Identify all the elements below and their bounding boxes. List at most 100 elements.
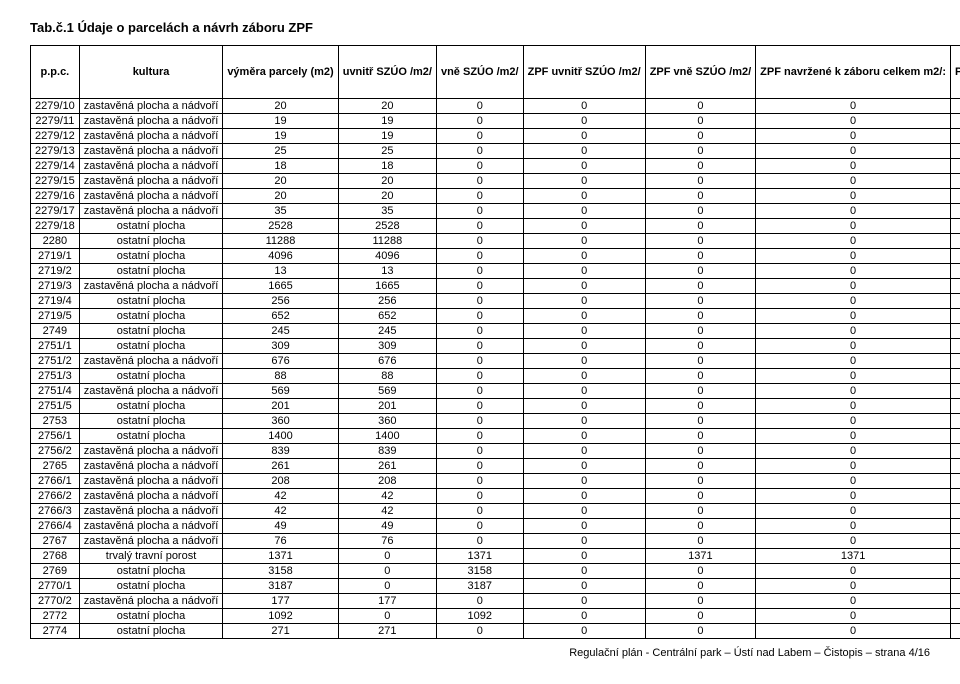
table-cell: 839 xyxy=(338,444,436,459)
table-cell: 0 xyxy=(645,99,755,114)
table-row: 2279/17zastavěná plocha a nádvoří3535000… xyxy=(31,204,960,219)
table-cell: 11288 xyxy=(338,234,436,249)
table-cell: 0 xyxy=(756,474,951,489)
table-cell: 0 xyxy=(523,564,645,579)
table-cell: 0 xyxy=(645,609,755,624)
table-cell: 0 xyxy=(951,279,960,294)
table-cell: 0 xyxy=(645,369,755,384)
table-cell: 0 xyxy=(523,459,645,474)
table-cell: 19 xyxy=(223,129,338,144)
table-cell: 0 xyxy=(436,519,523,534)
table-cell: zastavěná plocha a nádvoří xyxy=(79,114,223,129)
table-cell: zastavěná plocha a nádvoří xyxy=(79,159,223,174)
table-cell: 0 xyxy=(756,594,951,609)
table-cell: 42 xyxy=(223,489,338,504)
table-cell: 2751/2 xyxy=(31,354,80,369)
table-cell: 0 xyxy=(645,234,755,249)
table-cell: 2772 xyxy=(31,609,80,624)
table-row: 2766/3zastavěná plocha a nádvoří42420000… xyxy=(31,504,960,519)
table-cell: 0 xyxy=(436,114,523,129)
table-cell: 261 xyxy=(223,459,338,474)
table-cell: 0 xyxy=(756,384,951,399)
table-cell: 0 xyxy=(951,579,960,594)
table-row: 2719/2ostatní plocha131300000 xyxy=(31,264,960,279)
table-cell: 256 xyxy=(338,294,436,309)
table-cell: 0 xyxy=(523,519,645,534)
table-cell: 0 xyxy=(523,474,645,489)
table-cell: 0 xyxy=(645,579,755,594)
table-cell: 2279/11 xyxy=(31,114,80,129)
table-row: 2769ostatní plocha3158031580000 xyxy=(31,564,960,579)
table-cell: 0 xyxy=(436,369,523,384)
col-vymera: výměra parcely (m2) xyxy=(223,46,338,99)
table-cell: 0 xyxy=(951,429,960,444)
table-cell: 0 xyxy=(645,399,755,414)
table-cell: 208 xyxy=(223,474,338,489)
table-cell: 0 xyxy=(756,534,951,549)
table-row: 2749ostatní plocha24524500000 xyxy=(31,324,960,339)
table-cell: 0 xyxy=(756,279,951,294)
table-cell: 3158 xyxy=(223,564,338,579)
table-cell: 2756/2 xyxy=(31,444,80,459)
table-cell: 676 xyxy=(338,354,436,369)
table-cell: 652 xyxy=(223,309,338,324)
table-cell: 2770/2 xyxy=(31,594,80,609)
table-cell: 0 xyxy=(523,339,645,354)
table-row: 2719/4ostatní plocha25625600000 xyxy=(31,294,960,309)
table-cell: 0 xyxy=(436,144,523,159)
table-cell: zastavěná plocha a nádvoří xyxy=(79,99,223,114)
table-row: 2774ostatní plocha27127100000 xyxy=(31,624,960,639)
page-footer: Regulační plán - Centrální park – Ústí n… xyxy=(30,647,930,659)
table-row: 2279/18ostatní plocha2528252800000 xyxy=(31,219,960,234)
table-cell: 13 xyxy=(223,264,338,279)
table-cell: 0 xyxy=(523,189,645,204)
table-cell: 0 xyxy=(756,189,951,204)
table-cell: 0 xyxy=(523,324,645,339)
table-cell: 0 xyxy=(756,354,951,369)
table-cell: 0 xyxy=(645,264,755,279)
table-cell: 0 xyxy=(523,144,645,159)
table-cell: 0 xyxy=(951,504,960,519)
table-cell: 0 xyxy=(523,549,645,564)
table-cell: 0 xyxy=(436,294,523,309)
table-cell: 0 xyxy=(645,624,755,639)
table-cell: 20 xyxy=(338,174,436,189)
table-cell: 0 xyxy=(523,159,645,174)
table-cell: ostatní plocha xyxy=(79,339,223,354)
table-cell: 0 xyxy=(756,399,951,414)
table-cell: 49 xyxy=(338,519,436,534)
table-cell: zastavěná plocha a nádvoří xyxy=(79,204,223,219)
table-cell: 0 xyxy=(523,354,645,369)
table-cell: 2719/3 xyxy=(31,279,80,294)
table-cell: 1371 xyxy=(756,549,951,564)
table-cell: 0 xyxy=(756,414,951,429)
table-cell: 0 xyxy=(951,324,960,339)
table-cell: 2766/4 xyxy=(31,519,80,534)
table-cell: 0 xyxy=(436,444,523,459)
table-row: 2751/3ostatní plocha888800000 xyxy=(31,369,960,384)
table-cell: 0 xyxy=(756,159,951,174)
table-cell: 2279/15 xyxy=(31,174,80,189)
table-row: 2766/4zastavěná plocha a nádvoří49490000… xyxy=(31,519,960,534)
table-cell: 3187 xyxy=(223,579,338,594)
table-cell: 0 xyxy=(951,564,960,579)
table-cell: ostatní plocha xyxy=(79,234,223,249)
table-cell: 0 xyxy=(523,114,645,129)
table-cell: 0 xyxy=(645,459,755,474)
table-row: 2751/5ostatní plocha20120100000 xyxy=(31,399,960,414)
table-cell: 0 xyxy=(951,549,960,564)
table-cell: 309 xyxy=(223,339,338,354)
table-cell: 1371 xyxy=(223,549,338,564)
data-table: p.p.c. kultura výměra parcely (m2) uvnit… xyxy=(30,45,960,639)
table-cell: ostatní plocha xyxy=(79,369,223,384)
table-cell: 20 xyxy=(223,174,338,189)
table-cell: 0 xyxy=(436,489,523,504)
table-cell: 0 xyxy=(645,174,755,189)
table-cell: 42 xyxy=(338,489,436,504)
table-cell: 18 xyxy=(338,159,436,174)
table-cell: 0 xyxy=(523,504,645,519)
table-cell: 0 xyxy=(951,354,960,369)
table-cell: 1665 xyxy=(223,279,338,294)
table-cell: 2767 xyxy=(31,534,80,549)
table-cell: 0 xyxy=(436,459,523,474)
